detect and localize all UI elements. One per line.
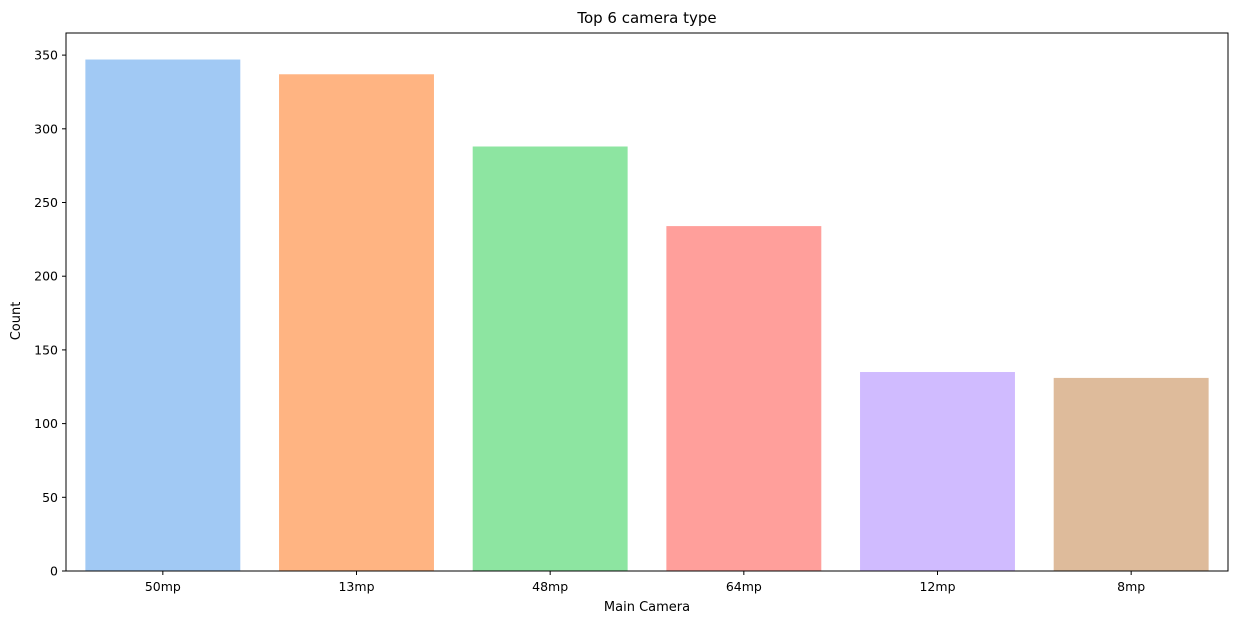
bar-64mp [666,226,822,572]
x-tick-label: 8mp [1117,579,1145,594]
bar-8mp [1053,377,1209,571]
bar-50mp [85,59,241,572]
y-tick-label: 150 [34,342,58,357]
x-axis-label: Main Camera [604,600,690,615]
y-tick-label: 50 [42,490,58,505]
y-axis-label: Count [9,302,24,341]
x-tick-label: 12mp [919,579,955,594]
y-tick-label: 250 [34,195,58,210]
x-tick-label: 64mp [726,579,762,594]
bar-12mp [860,372,1015,571]
y-tick-label: 300 [34,121,58,136]
chart-title: Top 6 camera type [576,9,716,27]
y-tick-label: 200 [34,269,58,284]
bar-48mp [472,146,628,571]
y-tick-label: 350 [34,48,58,63]
y-tick-label: 0 [50,564,58,579]
plot-frame [65,32,1229,572]
x-tick-label: 50mp [145,579,181,594]
x-tick-label: 48mp [532,579,568,594]
y-tick-label: 100 [34,416,58,431]
bar-13mp [279,74,434,571]
x-tick-label: 13mp [338,579,374,594]
x-axis: 50mp 13mp 48mp 64mp 12mp 8mp [145,571,1145,594]
bars-group [85,59,1209,572]
y-axis: 0 50 100 150 200 250 300 350 [34,48,66,579]
